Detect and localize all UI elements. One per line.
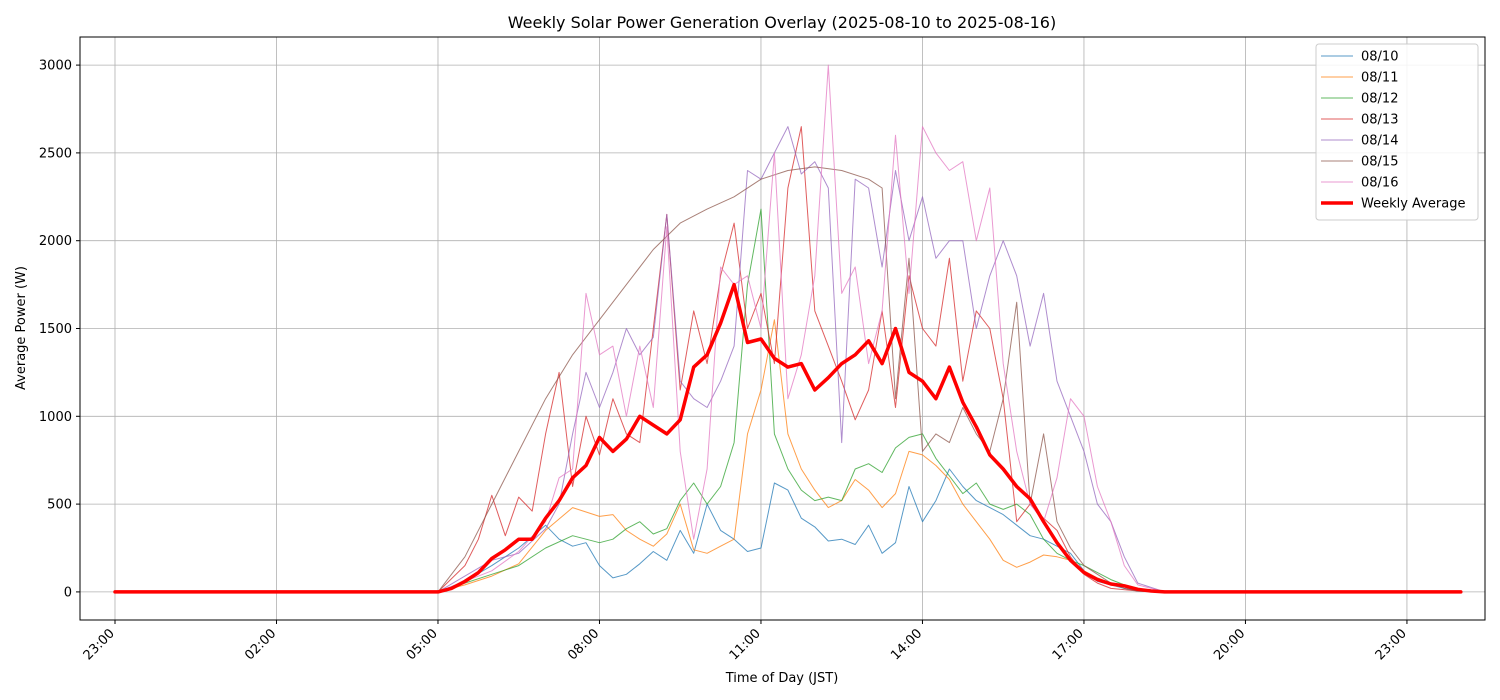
series-line-08-12 (437, 208, 1166, 593)
series-line-08-13 (437, 126, 1166, 593)
series-line-weekly-average (113, 282, 1463, 594)
legend-label: 08/10 (1361, 50, 1398, 65)
legend-label: 08/11 (1361, 71, 1398, 86)
y-tick-label: 1000 (39, 410, 72, 425)
y-axis: 0 500 1000 1500 2000 2500 3000 (39, 59, 80, 600)
series-line-08-11 (437, 319, 1166, 593)
y-tick-label: 1500 (39, 322, 72, 337)
legend-label: 08/12 (1361, 92, 1398, 107)
legend-label: Weekly Average (1361, 197, 1465, 212)
legend: 08/10 08/11 08/12 08/13 08/14 08/15 08/16 Weekl… (1315, 43, 1479, 221)
legend-label: 08/13 (1361, 113, 1398, 128)
y-tick-label: 2000 (39, 234, 72, 249)
series-line-08-10 (437, 468, 1166, 593)
y-tick-label: 500 (47, 498, 72, 513)
y-tick-label: 3000 (39, 59, 72, 74)
x-axis-label: Time of Day (JST) (725, 671, 839, 686)
legend-label: 08/16 (1361, 176, 1398, 191)
legend-label: 08/14 (1361, 134, 1398, 149)
y-tick-label: 0 (64, 585, 72, 600)
y-axis-label: Average Power (W) (14, 266, 29, 390)
series-line-08-15 (437, 166, 1166, 593)
series-layer (113, 64, 1463, 594)
legend-box (1315, 43, 1479, 221)
y-tick-label: 2500 (39, 146, 72, 161)
legend-label: 08/15 (1361, 155, 1398, 170)
chart-title: Weekly Solar Power Generation Overlay (2… (508, 13, 1056, 32)
